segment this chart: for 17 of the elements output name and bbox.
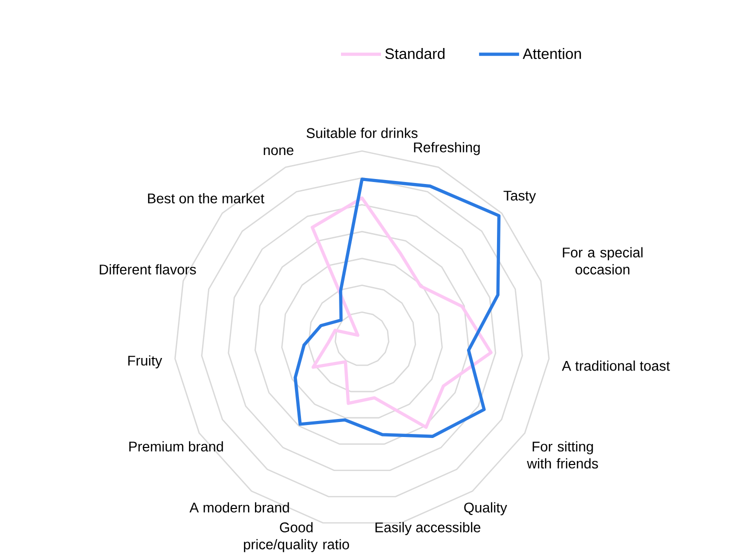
spoke-label: A modern brand [190, 502, 289, 513]
spoke-label: For a special occasion [562, 247, 643, 274]
spoke-label: Easily accessible [376, 522, 480, 536]
spoke-label: A traditional toast [562, 360, 670, 371]
spoke-label: Suitable for drinks [306, 128, 418, 138]
spoke-label: Different flavors [100, 264, 196, 274]
legend-label: Attention [522, 48, 581, 60]
spoke-label: Tasty [504, 190, 536, 204]
spoke-label: Quality [464, 502, 508, 516]
spoke-label: Refreshing [414, 142, 480, 156]
spoke-label: Fruity [128, 355, 162, 368]
spoke-label: For sitting with friends [526, 441, 598, 469]
spoke-label: none [264, 147, 294, 156]
legend-label: Standard [385, 48, 444, 60]
spoke-label: Premium brand [129, 441, 223, 452]
spoke-label: Good price/quality ratio [244, 522, 350, 552]
spoke-label: Best on the market [148, 193, 264, 204]
